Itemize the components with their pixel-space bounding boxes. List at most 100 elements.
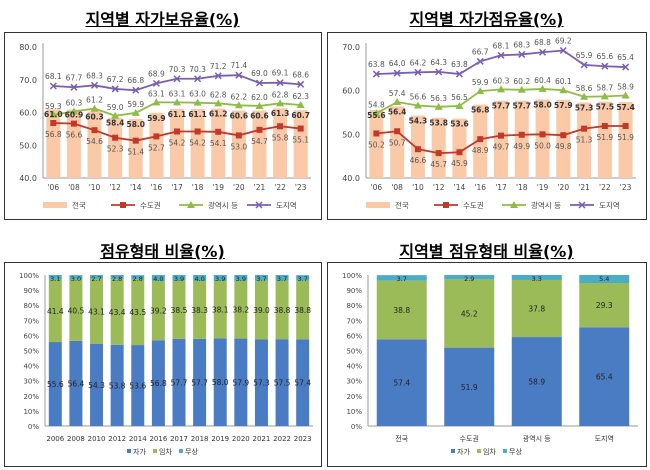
legend-swatch <box>179 449 183 453</box>
data-label: 38.8 <box>393 306 410 315</box>
data-label: 64.3 <box>430 58 447 67</box>
data-label: 57.7 <box>492 102 511 111</box>
ownership-chart-panel: 40.0 50.0 60.0 70.0 80.0 '06 '08 '10 '12 '14 '16 '1… <box>4 32 322 220</box>
data-label: 60.7 <box>291 111 310 120</box>
bar-segment-임차 <box>234 280 248 339</box>
bar-segment-무상 <box>444 275 495 280</box>
x-tick-label: 2008 <box>67 435 85 443</box>
legend-label: 전국 <box>72 200 86 210</box>
data-label: 60.6 <box>250 112 269 121</box>
marker-triangle-icon <box>193 98 202 106</box>
data-label: 3.7 <box>277 275 287 283</box>
marker-square-icon <box>277 123 284 130</box>
data-label: 51.3 <box>576 136 593 145</box>
data-label: 41.4 <box>47 307 64 316</box>
data-label: 55.6 <box>367 111 386 120</box>
data-label: 57.7 <box>513 102 532 111</box>
data-label: 66.7 <box>472 47 489 56</box>
data-label: 39.2 <box>150 307 167 316</box>
marker-triangle-icon <box>111 111 120 119</box>
data-label: 56.8 <box>471 106 490 115</box>
bar-segment-임차 <box>69 279 83 341</box>
data-label: 54.7 <box>251 137 268 146</box>
bar-전국 <box>252 110 267 178</box>
data-label: 3.1 <box>50 275 60 283</box>
data-label: 57.5 <box>274 379 291 388</box>
data-label: 2.8 <box>112 275 122 283</box>
data-label: 50.7 <box>389 138 406 147</box>
chart-title-regional-tenure: 지역별 점유형태 비율(%) <box>399 242 574 261</box>
x-tick-label: '18 <box>192 183 204 192</box>
data-label: 56.5 <box>451 93 468 102</box>
data-label: 62.2 <box>230 92 247 101</box>
data-label: 53.8 <box>429 119 448 128</box>
y-tick-label: 60% <box>23 332 39 340</box>
legend-label: 광역시 등 <box>531 200 561 210</box>
x-tick-label: '14 <box>454 183 466 192</box>
y-tick-label: 60.0 <box>342 87 360 96</box>
data-label: 51.9 <box>617 133 634 142</box>
marker-square-icon <box>435 150 442 157</box>
bar-segment-자가 <box>579 327 630 426</box>
data-label: 52.3 <box>107 145 124 154</box>
marker-square-icon <box>91 127 98 134</box>
marker-square-icon <box>112 134 119 141</box>
data-label: 43.5 <box>129 308 146 317</box>
marker-triangle-icon <box>413 101 422 109</box>
bar-segment-임차 <box>444 279 495 348</box>
x-tick-label: 2010 <box>88 435 106 443</box>
y-tick-label: 40% <box>346 363 362 371</box>
data-label: 4.0 <box>153 275 163 283</box>
marker-x-icon <box>559 46 567 55</box>
marker-x-icon <box>414 68 422 76</box>
marker-triangle-icon <box>393 98 402 106</box>
data-label: 59.9 <box>127 100 144 109</box>
data-label: 37.8 <box>528 305 545 314</box>
bar-전국 <box>369 109 384 178</box>
y-tick-label: 70% <box>346 317 362 325</box>
bar-segment-무상 <box>213 275 227 281</box>
data-label: 68.9 <box>148 69 165 78</box>
bar-전국 <box>535 99 550 178</box>
data-label: 38.2 <box>232 306 249 315</box>
x-tick-label: '22 <box>599 183 611 192</box>
data-label: 61.2 <box>209 110 228 119</box>
x-tick-label: 2018 <box>191 435 209 443</box>
legend-label: 무상 <box>185 447 198 456</box>
x-tick-label: 전국 <box>395 434 408 443</box>
x-tick-label: 2019 <box>211 435 229 443</box>
bar-segment-무상 <box>275 275 289 281</box>
bar-전국 <box>390 106 405 178</box>
x-tick-label: 2016 <box>149 435 167 443</box>
data-label: 59.9 <box>147 114 166 123</box>
marker-triangle-icon <box>538 84 547 92</box>
x-tick-label: 도지역 <box>595 434 614 443</box>
legend-label: 수도권 <box>140 201 161 210</box>
data-label: 45.7 <box>430 160 447 169</box>
data-label: 59.9 <box>472 78 489 87</box>
marker-triangle-icon <box>173 98 181 106</box>
marker-x-icon <box>276 79 284 87</box>
marker-x-icon <box>393 69 401 77</box>
x-tick-label: '06 <box>371 183 383 192</box>
data-label: 56.6 <box>410 93 427 102</box>
legend-swatch <box>127 449 131 453</box>
data-label: 58.9 <box>617 82 634 91</box>
marker-triangle-icon <box>497 85 505 93</box>
data-label: 50.2 <box>368 140 385 149</box>
bar-segment-임차 <box>511 279 562 338</box>
marker-x-icon <box>601 62 609 70</box>
data-label: 3.9 <box>236 275 246 283</box>
y-tick-label: 20% <box>23 393 39 401</box>
marker-triangle-icon <box>580 92 589 100</box>
data-label: 55.1 <box>292 136 309 145</box>
data-label: 65.4 <box>617 53 634 62</box>
bar-segment-자가 <box>254 339 268 426</box>
marker-square-icon <box>50 119 57 126</box>
x-tick-label: '23 <box>295 183 307 192</box>
data-label: 45.9 <box>451 159 468 168</box>
x-tick-label: '12 <box>433 183 445 192</box>
marker-square-icon <box>132 137 139 144</box>
y-tick-label: 90% <box>23 287 39 295</box>
bar-segment-자가 <box>296 339 310 426</box>
